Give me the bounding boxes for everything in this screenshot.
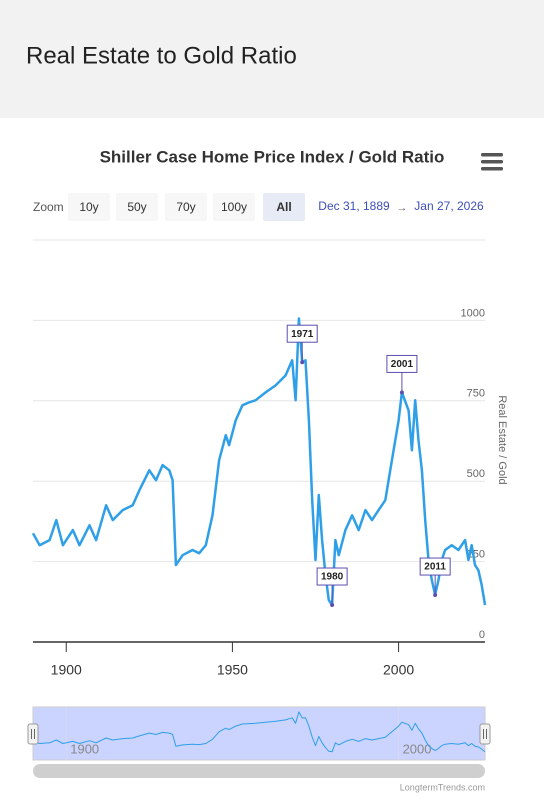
zoom-button-label[interactable]: 70y (176, 200, 195, 214)
flag-point (330, 603, 335, 608)
navigator-bg (32, 706, 486, 761)
navigator-handle[interactable] (27, 723, 39, 745)
flag-label: 2001 (391, 359, 414, 370)
zoom-button-label[interactable]: All (276, 200, 291, 214)
flag-point (300, 360, 305, 365)
flag-box (316, 567, 348, 586)
zoom-button[interactable] (116, 193, 158, 221)
zoom-button-label[interactable]: 10y (79, 200, 98, 214)
y-tick-label: 500 (467, 468, 485, 480)
y-tick-label: 1000 (461, 307, 485, 319)
zoom-label: Zoom (33, 200, 64, 214)
navigator-tick-label: 1900 (70, 741, 99, 756)
flag-label: 1980 (321, 572, 344, 583)
menu-bar (481, 167, 503, 171)
page-title: Real Estate to Gold Ratio (26, 42, 297, 69)
header-bg (0, 0, 544, 118)
menu-bar (481, 153, 503, 157)
flag-box (286, 324, 318, 343)
flag-label: 2011 (424, 562, 446, 573)
flag-point (433, 593, 438, 598)
zoom-button-label[interactable]: 100y (221, 200, 247, 214)
range-separator: → (397, 202, 408, 214)
menu-button[interactable] (481, 153, 503, 171)
navigator-line (32, 711, 486, 753)
zoom-button[interactable] (263, 193, 305, 221)
x-tick-label: 2000 (383, 662, 414, 678)
menu-bar (481, 160, 503, 164)
chart-title: Shiller Case Home Price Index / Gold Rat… (100, 147, 445, 166)
flag-box (386, 354, 418, 373)
y-axis-title: Real Estate / Gold (496, 395, 508, 484)
zoom-button-label[interactable]: 50y (127, 200, 146, 214)
y-tick-label: 0 (479, 629, 485, 641)
navigator-handle[interactable] (479, 723, 491, 745)
credit: LongtermTrends.com (400, 782, 485, 792)
range-from[interactable]: Dec 31, 1889 (318, 199, 390, 213)
x-tick-label: 1950 (217, 662, 248, 678)
zoom-button[interactable] (165, 193, 207, 221)
x-tick-label: 1900 (51, 662, 82, 678)
flag-label: 1971 (291, 329, 314, 340)
scrollbar[interactable] (33, 764, 485, 778)
range-to[interactable]: Jan 27, 2026 (414, 199, 484, 213)
zoom-button[interactable] (68, 193, 110, 221)
flag-point (399, 390, 404, 395)
y-tick-label: 750 (467, 388, 485, 400)
navigator-tick-label: 2000 (403, 741, 432, 756)
flag-box (419, 557, 451, 576)
zoom-button[interactable] (213, 193, 255, 221)
